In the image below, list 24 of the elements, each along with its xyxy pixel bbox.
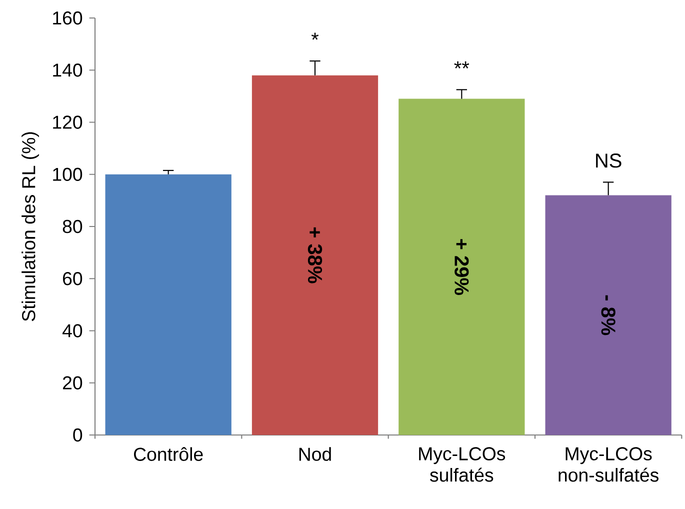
y-tick-label: 160 — [53, 11, 82, 25]
y-tick-label: 80 — [62, 220, 82, 234]
y-tick-label: 60 — [63, 272, 82, 286]
annotation: NS — [596, 154, 622, 168]
y-tick-label: 0 — [73, 428, 82, 442]
y-axis-title: Stimulation des RL (%) — [22, 132, 39, 322]
bar — [252, 75, 378, 435]
annotation: + 38% — [308, 227, 322, 284]
bar — [105, 174, 232, 435]
annotation: * — [311, 32, 319, 40]
y-tick-label: 100 — [53, 168, 82, 181]
y-tick-label: 20 — [63, 376, 82, 390]
y-tick-label: 40 — [62, 324, 82, 338]
bar — [545, 195, 672, 435]
y-tick-label: 140 — [53, 63, 82, 77]
y-tick-label: 120 — [53, 116, 82, 129]
annotation: - 8% — [601, 295, 616, 336]
x-tick-label: Contrôle — [134, 447, 203, 461]
x-tick-label: Myc-LCOs non-sulfatés — [558, 447, 658, 482]
annotation: + 29% — [454, 239, 469, 295]
bar — [398, 98, 525, 435]
x-tick-label: Nod — [299, 447, 331, 461]
x-tick-label: Myc-LCOs sulfatés — [419, 447, 506, 482]
annotation: ** — [454, 61, 470, 68]
